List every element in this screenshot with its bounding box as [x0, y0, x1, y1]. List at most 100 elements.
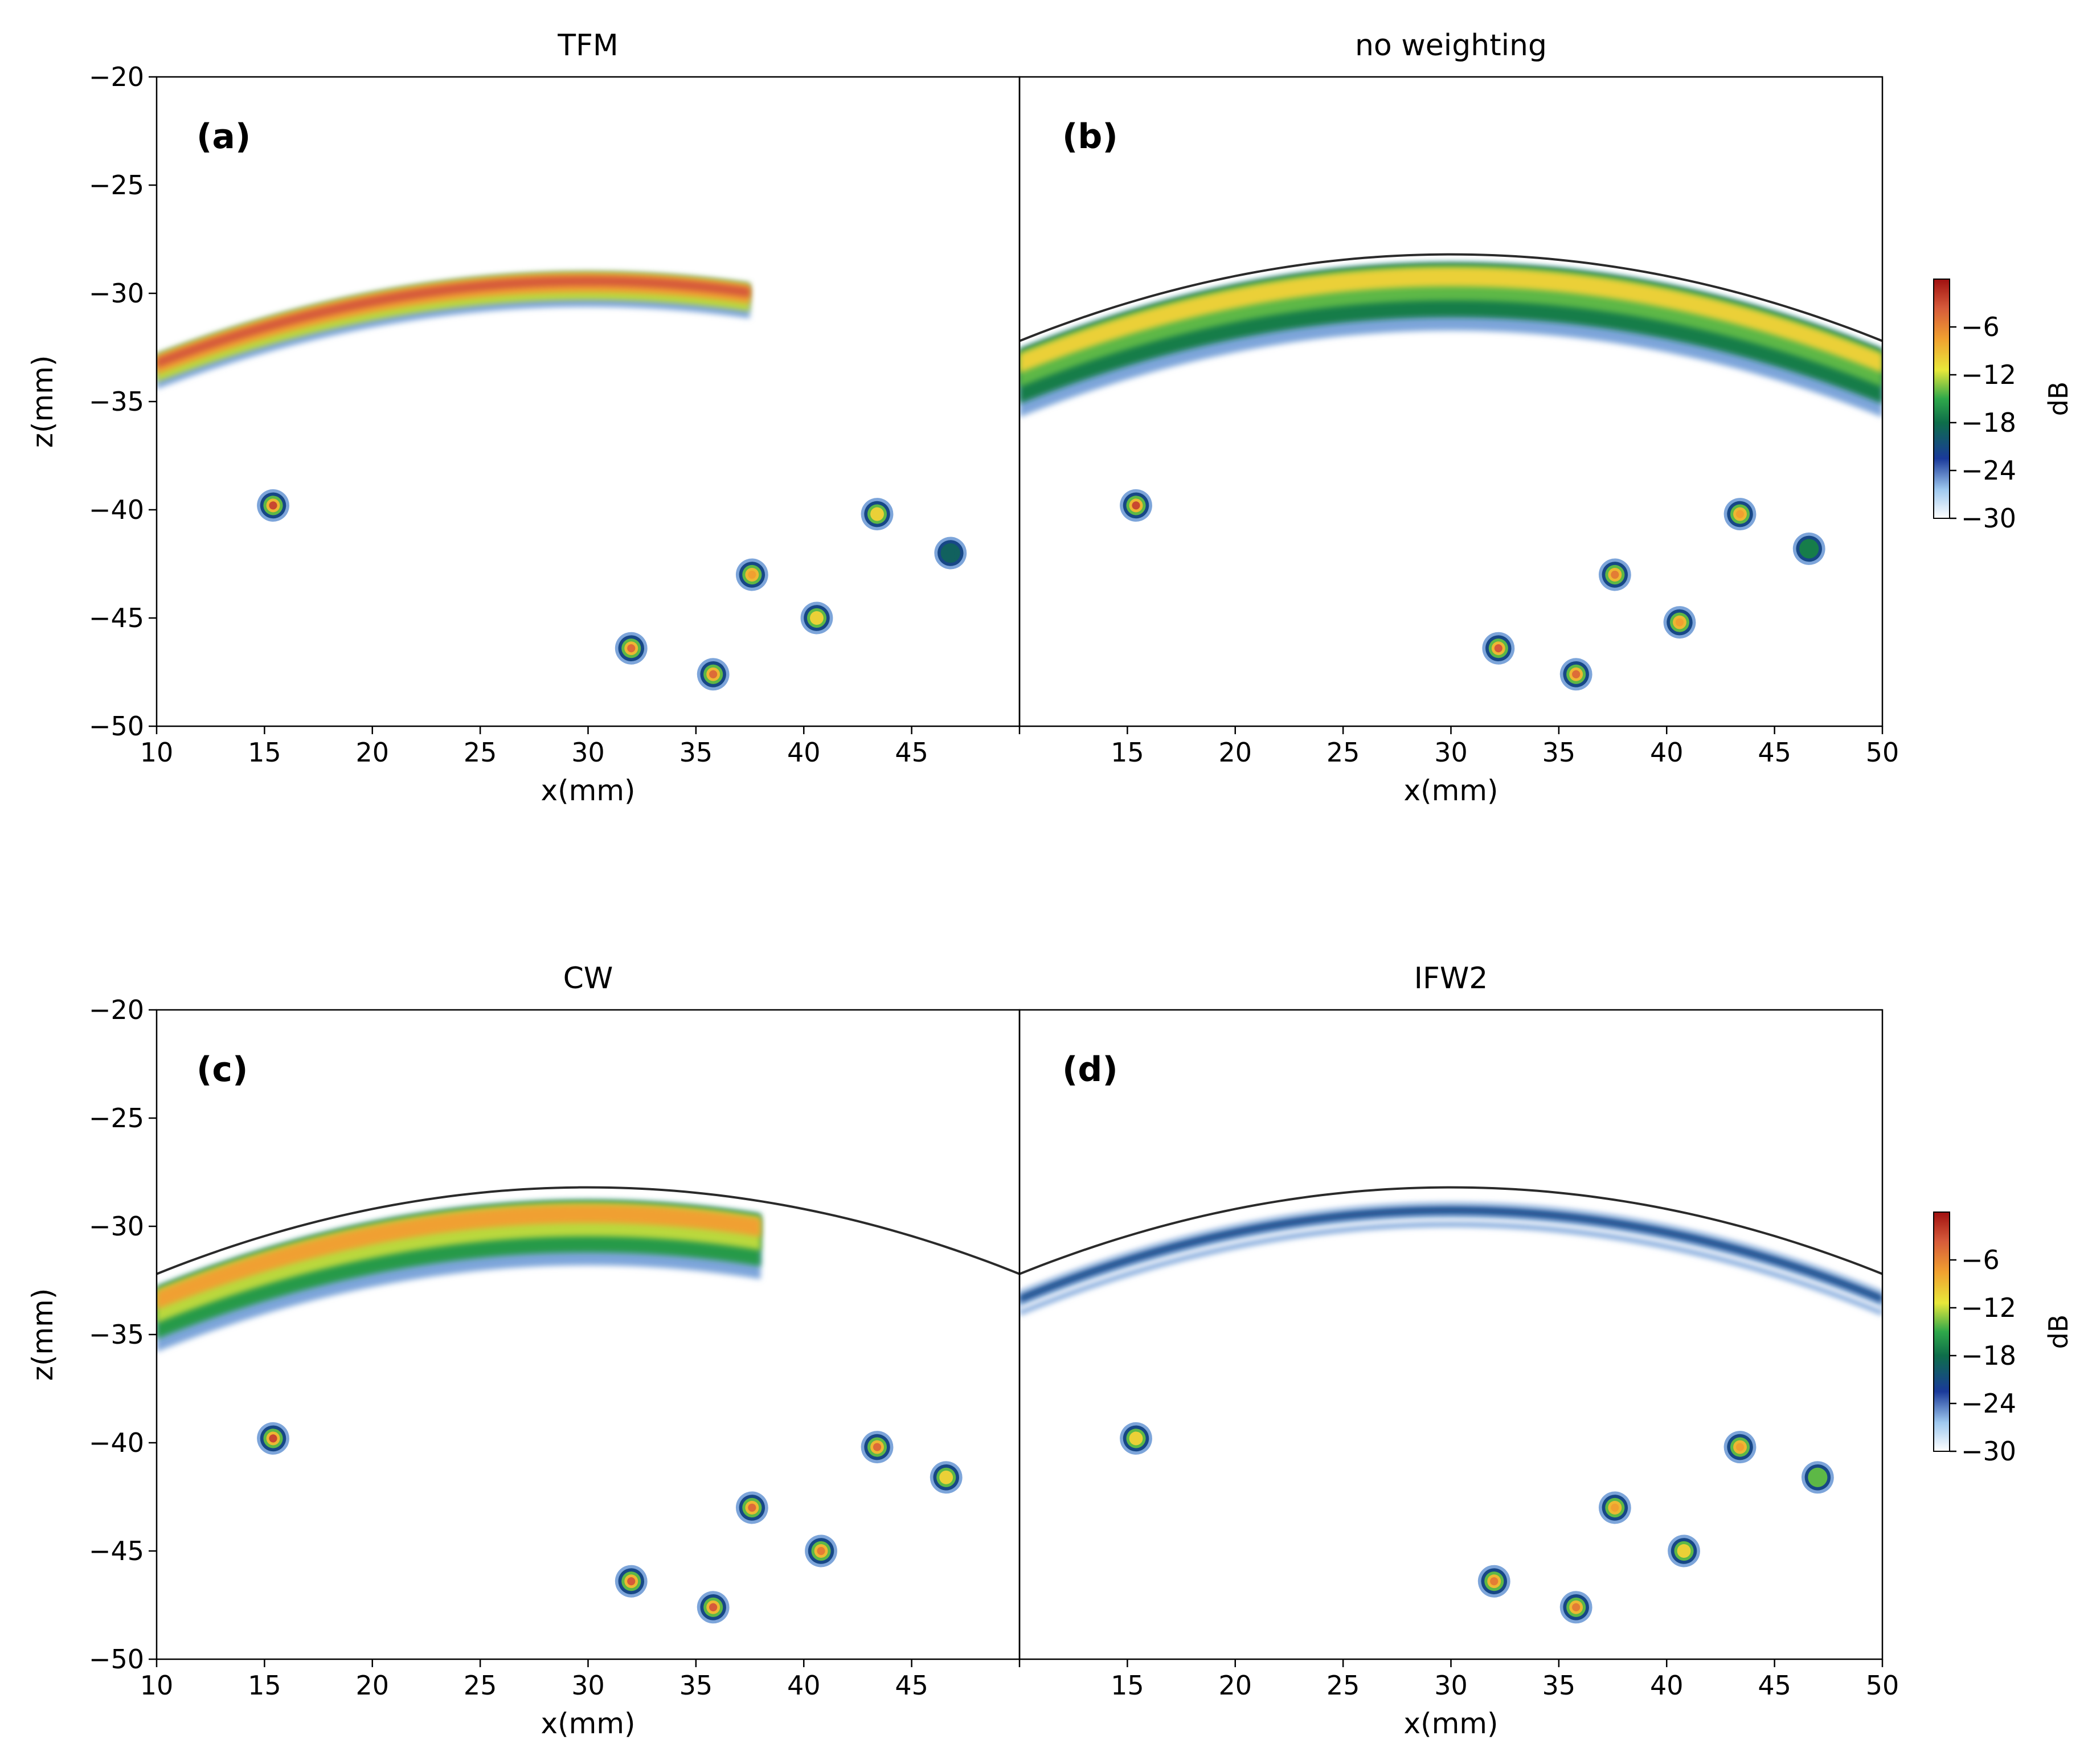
- x-tick-label: 25: [1327, 737, 1360, 768]
- colorbar-tick-label: −30: [1961, 503, 2016, 534]
- x-axis-label: x(mm): [1403, 1707, 1498, 1740]
- x-tick-label: 20: [355, 1670, 389, 1701]
- y-tick-label: −20: [89, 62, 144, 92]
- defect-spot: [735, 1491, 768, 1524]
- defect-spot: [615, 1565, 648, 1598]
- defect-ring: [1132, 1434, 1140, 1443]
- defect-ring: [942, 1473, 951, 1481]
- x-tick-label: 25: [464, 1670, 497, 1701]
- defect-ring: [873, 1443, 882, 1451]
- y-tick-label: −25: [89, 170, 144, 200]
- x-tick-label: 50: [1866, 737, 1899, 768]
- colorbar-gradient: [1933, 1212, 1950, 1452]
- defect-spot: [697, 1591, 730, 1624]
- y-tick-label: −25: [89, 1103, 144, 1133]
- plot-frame: [1018, 1009, 1884, 1660]
- defect-ring: [1680, 1546, 1688, 1556]
- colorbar-tick-label: −24: [1961, 1388, 2016, 1419]
- defect-ring: [269, 501, 277, 510]
- defect-spot: [805, 1534, 837, 1567]
- y-tick-label: −50: [89, 711, 144, 742]
- x-tick-label: 40: [1650, 1670, 1684, 1701]
- colorbar-tick-label: −30: [1961, 1436, 2016, 1467]
- backwall-band-layer: [157, 1202, 761, 1323]
- defect-spot: [1120, 489, 1152, 522]
- panel-label: (d): [1062, 1050, 1118, 1090]
- defect-ring: [627, 644, 636, 653]
- image-content: [1020, 1186, 1882, 1624]
- x-axis-label: x(mm): [541, 1707, 635, 1740]
- y-axis-label: z(mm): [26, 355, 59, 448]
- colorbar-tick-label: −18: [1961, 407, 2016, 438]
- defect-spot: [1723, 1431, 1757, 1464]
- backwall-band-layer: [1020, 267, 1882, 373]
- x-tick-label: 15: [248, 1670, 281, 1701]
- defect-ring: [1572, 670, 1581, 678]
- x-tick-label: 40: [787, 1670, 821, 1701]
- colorbar-tick-label: −6: [1961, 1245, 2000, 1275]
- x-tick-label: 35: [679, 737, 713, 768]
- defect-ring: [269, 1434, 277, 1443]
- defect-spot: [697, 658, 730, 691]
- defect-spot: [861, 1431, 894, 1464]
- y-tick-label: −45: [89, 1536, 144, 1566]
- x-tick-label: 30: [571, 737, 605, 768]
- defect-spot: [1723, 498, 1757, 531]
- colorbar-tick-label: −18: [1961, 1340, 2016, 1371]
- x-tick-label: 20: [1218, 1670, 1252, 1701]
- backwall-band-layer: [157, 276, 750, 369]
- panel-title: TFM: [557, 28, 619, 63]
- defect-spot: [1598, 558, 1631, 591]
- backwall-band-layer: [157, 272, 750, 382]
- defect-spot: [257, 489, 289, 522]
- plot-frame: [155, 76, 1021, 727]
- defect-spot: [1120, 1422, 1152, 1455]
- defect-spot: [934, 537, 967, 570]
- x-tick-label: 35: [679, 1670, 713, 1701]
- x-tick-label: 10: [140, 1670, 174, 1701]
- panel-b: 15 20 25 30 35 40 45 50 no weighting (b) x(mm): [1018, 28, 1899, 807]
- x-tick-label: 40: [787, 737, 821, 768]
- backwall-band-layer: [1020, 1206, 1882, 1303]
- defect-spot: [1559, 658, 1592, 691]
- image-content: [157, 1186, 1020, 1624]
- plot-frame: [1018, 76, 1884, 727]
- defect-spot: [800, 601, 833, 635]
- colorbar-2: −6 −12 −18 −24 −30 dB: [1933, 1212, 2074, 1467]
- colorbar-tick-label: −6: [1961, 312, 2000, 342]
- x-axis-label: x(mm): [541, 774, 635, 807]
- defect-spot: [1801, 1461, 1834, 1494]
- panel-title: CW: [563, 961, 613, 996]
- defect-ring: [1494, 644, 1502, 653]
- y-tick-label: −35: [89, 1319, 144, 1350]
- defect-spot: [257, 1422, 289, 1455]
- y-tick-label: −45: [89, 603, 144, 633]
- y-tick-label: −50: [89, 1644, 144, 1675]
- defect-spot: [1482, 632, 1515, 665]
- panel-c: 10 15 20 25 30 35 40 45 −20 −25 −30 −35 −40 −45 −50 CW (…: [26, 961, 1021, 1740]
- defect-ring: [627, 1577, 636, 1586]
- defect-ring: [1490, 1577, 1499, 1586]
- colorbar-tick-label: −12: [1961, 359, 2016, 390]
- colorbar-tick-label: −24: [1961, 455, 2016, 486]
- colorbar-1: −6 −12 −18 −24 −30 dB: [1933, 279, 2074, 534]
- defect-ring: [1813, 1473, 1822, 1481]
- x-tick-label: 30: [571, 1670, 605, 1701]
- surface-line: [1020, 253, 1882, 342]
- x-tick-label: 45: [1758, 1670, 1791, 1701]
- x-tick-label: 25: [1327, 1670, 1360, 1701]
- defect-ring: [1675, 618, 1684, 627]
- defect-spot: [861, 498, 894, 531]
- x-tick-label: 45: [1758, 737, 1791, 768]
- colorbar-unit-label: dB: [2043, 1315, 2074, 1349]
- defect-spot: [1598, 1491, 1631, 1524]
- defect-spot: [1663, 606, 1696, 639]
- x-tick-label: 15: [248, 737, 281, 768]
- defect-spot: [930, 1461, 963, 1494]
- x-tick-label: 20: [1218, 737, 1252, 768]
- panel-a: 10 15 20 25 30 35 40 45 −20 −25 −30 −35 −40 −45 −50 TFM…: [26, 28, 1021, 807]
- defect-ring: [1735, 510, 1745, 518]
- x-tick-label: 10: [140, 737, 174, 768]
- surface-line: [1020, 1186, 1882, 1275]
- defect-ring: [873, 510, 882, 518]
